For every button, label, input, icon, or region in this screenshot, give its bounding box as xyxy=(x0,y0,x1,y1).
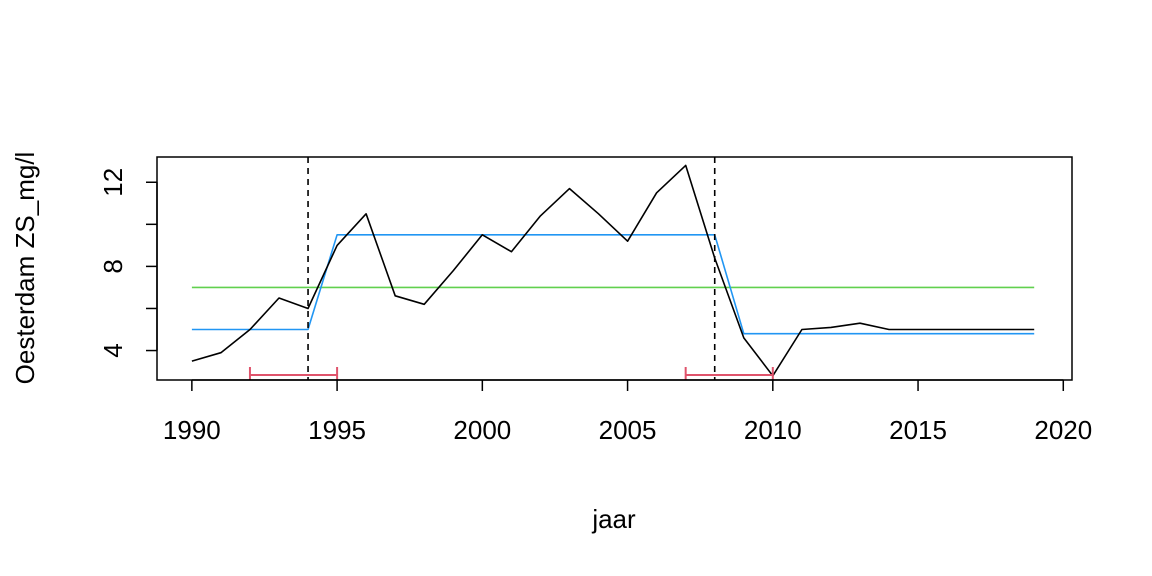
x-tick-label: 1995 xyxy=(308,415,366,445)
y-tick-label: 8 xyxy=(98,259,128,273)
plot-frame xyxy=(156,156,1073,381)
y-tick-label: 12 xyxy=(98,168,128,197)
breakpoint-ci xyxy=(248,367,339,380)
segmented-fit-line xyxy=(191,234,1035,335)
y-axis: 4 8 12 xyxy=(98,168,158,358)
x-tick-label: 2020 xyxy=(1034,415,1092,445)
observed-line xyxy=(191,164,1035,377)
breakpoint-ci xyxy=(684,367,774,380)
x-axis-title: jaar xyxy=(591,504,636,534)
x-tick-label: 2010 xyxy=(744,415,802,445)
plot-content xyxy=(191,157,1035,380)
x-tick-label: 2015 xyxy=(889,415,947,445)
x-axis: 1990 1995 2000 2005 2010 2015 2020 xyxy=(163,379,1092,445)
x-tick-label: 1990 xyxy=(163,415,221,445)
y-tick-label: 4 xyxy=(98,343,128,357)
y-axis-title: Oesterdam ZS_mg/l xyxy=(10,152,40,385)
x-tick-label: 2000 xyxy=(453,415,511,445)
x-tick-label: 2005 xyxy=(599,415,657,445)
